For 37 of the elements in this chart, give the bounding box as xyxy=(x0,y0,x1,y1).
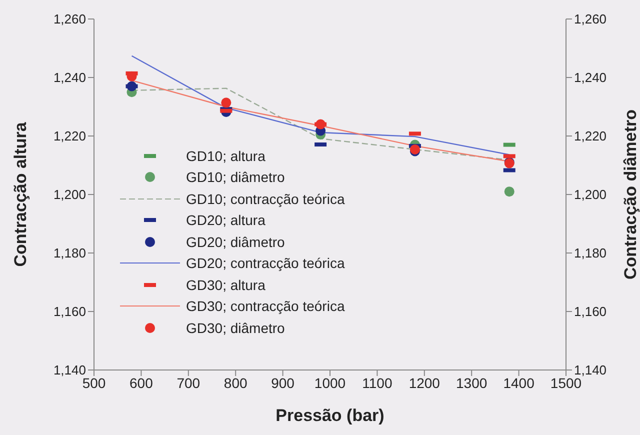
legend-label: GD30; altura xyxy=(186,276,266,293)
point xyxy=(126,71,137,82)
y2-tick-label: 1,220 xyxy=(574,128,607,144)
point xyxy=(126,81,137,92)
y-tick-label: 1,180 xyxy=(53,246,86,261)
legend-label: GD10; diâmetro xyxy=(186,169,285,186)
x-tick-label: 1400 xyxy=(503,374,535,391)
legend-label: GD20; diâmetro xyxy=(186,234,285,250)
y-tick-label: 1,220 xyxy=(53,128,86,144)
y-tick-label: 1,260 xyxy=(53,12,86,27)
y-tick-label: 1,160 xyxy=(53,304,86,320)
x-tick-label: 800 xyxy=(224,374,248,391)
point xyxy=(221,98,232,108)
x-tick-label: 900 xyxy=(271,374,295,391)
x-tick-label: 700 xyxy=(176,374,200,391)
y2-tick-label: 1,180 xyxy=(574,246,607,261)
legend-label: GD20; altura xyxy=(186,212,266,228)
y2-tick-label: 1,160 xyxy=(574,304,607,320)
x-tick-label: 600 xyxy=(130,374,154,391)
y2-tick-label: 1,260 xyxy=(574,12,607,27)
y-axis-title: Contracção altura xyxy=(11,122,30,267)
legend-label: GD20; contracção teórica xyxy=(186,255,345,272)
legend-label: GD10; contracção teórica xyxy=(186,190,345,207)
legend-label: GD10; altura xyxy=(186,148,266,164)
x-tick-label: 1000 xyxy=(314,374,346,391)
x-tick-label: 1300 xyxy=(456,374,488,391)
x-tick-label: 1200 xyxy=(408,374,440,391)
y-tick-label: 1,240 xyxy=(53,70,86,86)
point xyxy=(504,186,514,197)
y2-tick-label: 1,200 xyxy=(574,187,607,202)
legend-label: GD30; diâmetro xyxy=(186,320,285,336)
y2-axis-title: Contracção diâmetro xyxy=(621,109,640,280)
y-tick-label: 1,200 xyxy=(53,187,86,202)
legend-label: GD30; contracção teórica xyxy=(186,298,345,314)
x-tick-label: 1100 xyxy=(362,374,392,391)
y2-tick-label: 1,240 xyxy=(574,70,607,86)
x-axis-title: Pressão (bar) xyxy=(276,406,384,425)
